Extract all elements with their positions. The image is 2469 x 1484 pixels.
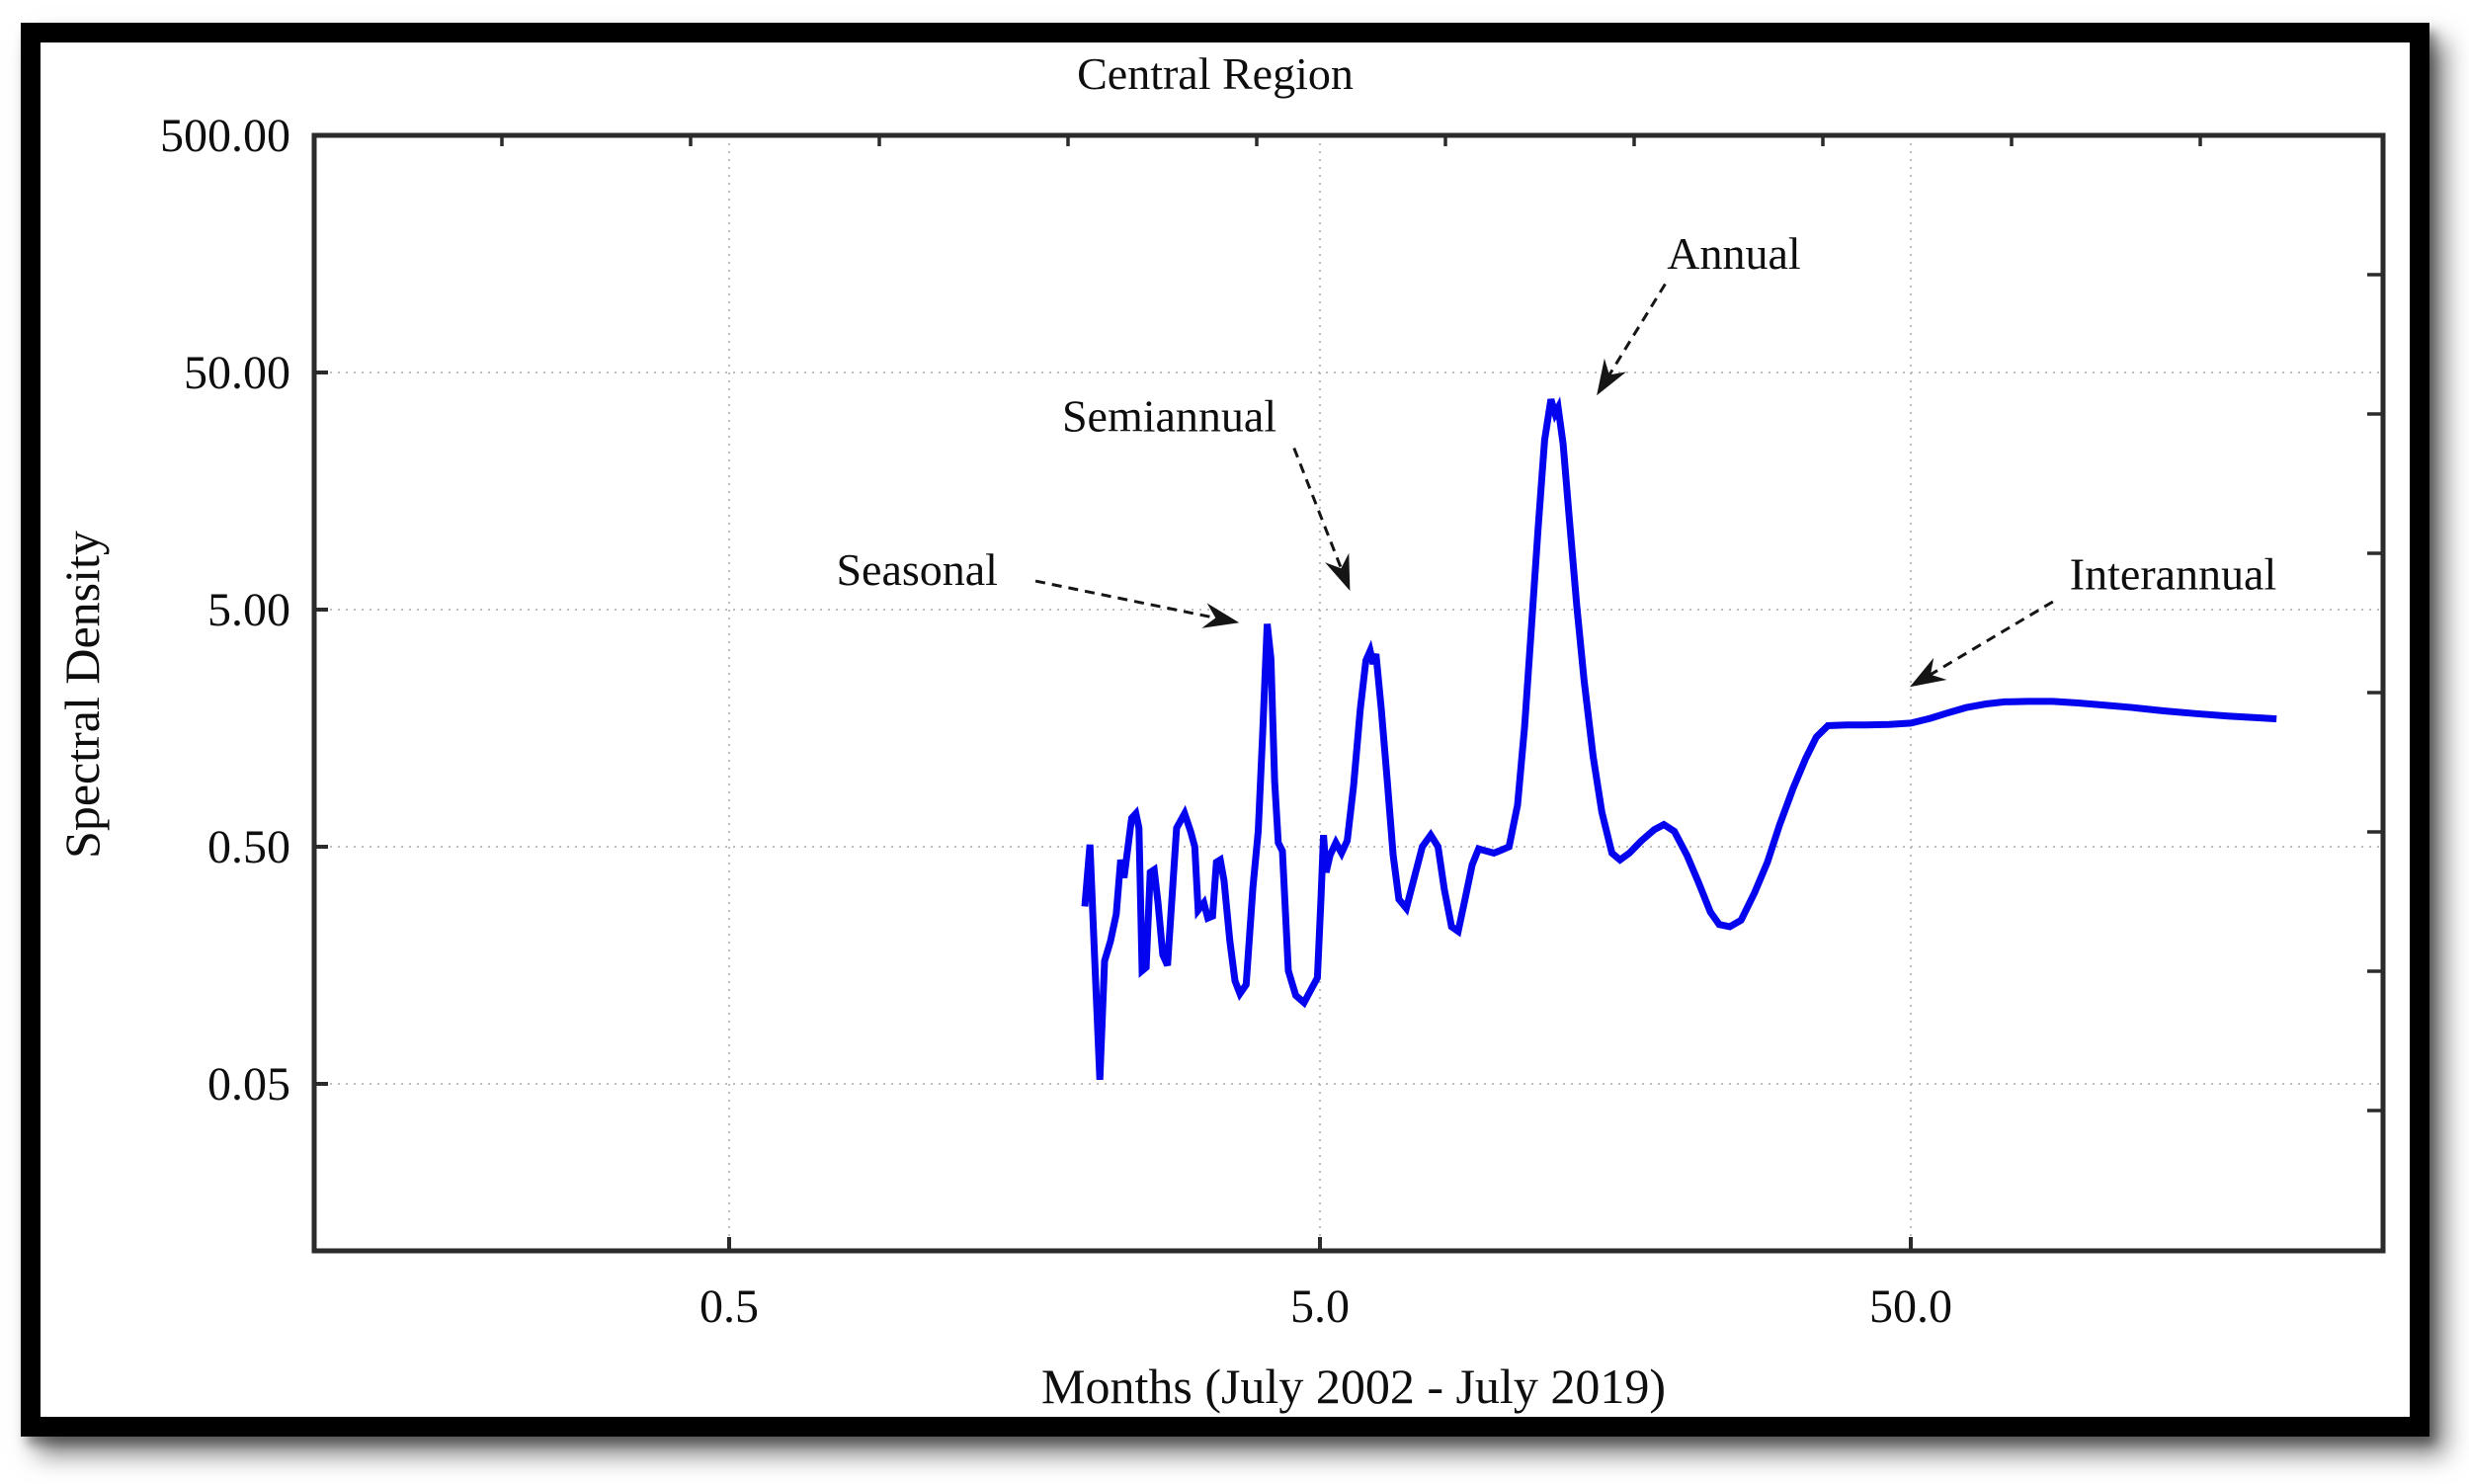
annotation-arrowhead (1201, 603, 1240, 628)
chart-title: Central Region (1077, 48, 1354, 99)
annotation-label-interannual: Interannual (2070, 548, 2276, 599)
plot-border (311, 132, 2386, 1254)
annotation-arrow-line (1928, 600, 2054, 678)
annotation-arrowhead (1597, 358, 1626, 396)
x-tick-label: 5.0 (1290, 1280, 1350, 1333)
y-tick-label: 0.50 (207, 821, 290, 873)
gridlines (314, 135, 2383, 1251)
x-axis-title: Months (July 2002 - July 2019) (1041, 1359, 1666, 1414)
y-tick-label: 500.00 (160, 110, 290, 162)
y-tick-label: 5.00 (207, 584, 290, 636)
annotation-arrow-line (1292, 447, 1344, 572)
annotation-arrow-line (1034, 579, 1219, 620)
annotation-arrowhead (1325, 552, 1351, 591)
y-axis-title: Spectral Density (54, 531, 110, 859)
annotation-label-annual: Annual (1667, 228, 1800, 279)
annotation-arrowhead (1910, 657, 1947, 688)
y-tick-label: 0.05 (207, 1058, 290, 1111)
x-tick-label: 50.0 (1869, 1280, 1952, 1333)
y-tick-label: 50.00 (184, 347, 290, 399)
spectral-density-line (1081, 396, 2277, 1081)
x-tick-label: 0.5 (700, 1280, 759, 1333)
axes (311, 132, 2386, 1254)
y-tick-labels: 500.00 50.00 5.00 0.50 0.05 (160, 110, 290, 1111)
annotation-arrows (1034, 283, 2054, 688)
annotation-arrow-line (1606, 283, 1667, 378)
picture-frame (21, 23, 2429, 1437)
annotation-label-seasonal: Seasonal (836, 544, 998, 595)
annotation-label-semiannual: Semiannual (1062, 390, 1276, 441)
tick-marks (314, 135, 2383, 1251)
x-tick-labels: 0.5 5.0 50.0 (700, 1280, 1952, 1333)
spectrum-curve (1081, 396, 2277, 1081)
